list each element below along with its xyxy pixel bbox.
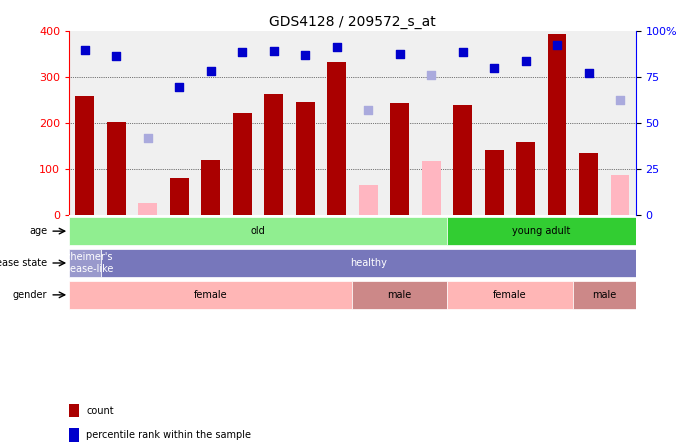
Bar — [328, 62, 346, 215]
Bar — [138, 203, 158, 215]
Point — [268, 48, 279, 55]
Bar — [484, 150, 504, 215]
Point — [363, 107, 374, 114]
Bar — [264, 94, 283, 215]
Point — [173, 83, 184, 91]
Point — [551, 41, 562, 48]
Bar — [447, 281, 573, 309]
Text: male: male — [388, 290, 412, 300]
Bar — [233, 113, 252, 215]
Bar — [69, 249, 101, 278]
Text: female: female — [493, 290, 527, 300]
Text: healthy: healthy — [350, 258, 386, 268]
Point — [520, 58, 531, 65]
Text: gender: gender — [12, 290, 47, 300]
Text: young adult: young adult — [512, 226, 571, 236]
Point — [300, 51, 311, 58]
Bar — [422, 161, 441, 215]
Text: age: age — [29, 226, 47, 236]
Bar — [516, 142, 535, 215]
Point — [614, 97, 625, 104]
Bar — [611, 174, 630, 215]
Text: Alzheimer's
disease-like: Alzheimer's disease-like — [56, 252, 113, 274]
Point — [79, 47, 91, 54]
Bar — [69, 217, 447, 246]
Bar — [547, 34, 567, 215]
Bar — [390, 103, 409, 215]
Point — [583, 69, 594, 76]
Point — [237, 49, 248, 56]
Bar — [447, 217, 636, 246]
Bar — [75, 96, 94, 215]
Point — [457, 48, 468, 56]
Point — [394, 51, 405, 58]
Point — [331, 43, 342, 50]
Point — [142, 135, 153, 142]
Bar — [170, 178, 189, 215]
Point — [205, 67, 216, 75]
Text: female: female — [194, 290, 227, 300]
Point — [489, 64, 500, 71]
Bar — [352, 281, 447, 309]
Text: old: old — [251, 226, 265, 236]
Point — [426, 71, 437, 78]
Text: count: count — [86, 406, 114, 416]
Bar — [579, 153, 598, 215]
Bar — [573, 281, 636, 309]
Bar — [296, 102, 314, 215]
Point — [111, 53, 122, 60]
Text: percentile rank within the sample: percentile rank within the sample — [86, 430, 252, 440]
Title: GDS4128 / 209572_s_at: GDS4128 / 209572_s_at — [269, 15, 436, 29]
Bar — [69, 281, 352, 309]
Bar — [453, 105, 472, 215]
Text: disease state: disease state — [0, 258, 47, 268]
Text: male: male — [592, 290, 616, 300]
Bar — [107, 122, 126, 215]
Bar — [359, 185, 377, 215]
Bar — [201, 160, 220, 215]
